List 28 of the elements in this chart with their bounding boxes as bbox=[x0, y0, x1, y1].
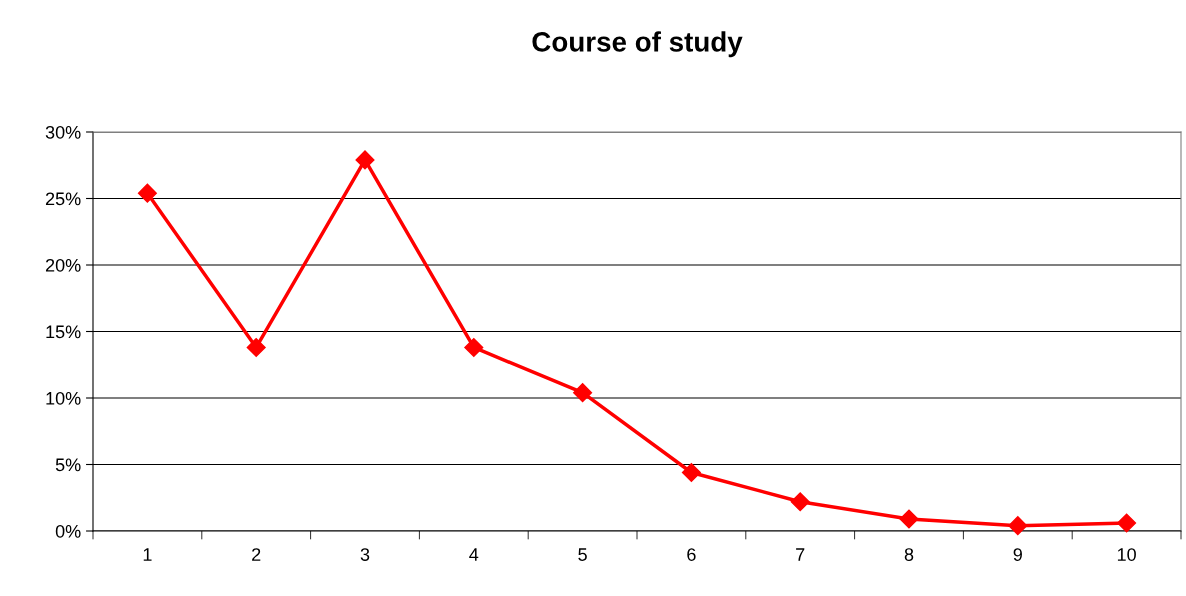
point bbox=[790, 492, 810, 512]
x-tick-label: 7 bbox=[796, 548, 805, 561]
point bbox=[1008, 516, 1028, 536]
y-tick-label: 30% bbox=[45, 125, 81, 139]
y-tick-label: 0% bbox=[55, 524, 81, 538]
x-tick-label: 9 bbox=[1013, 548, 1022, 561]
point bbox=[137, 183, 157, 203]
y-tick-label: 15% bbox=[46, 325, 81, 339]
x-tick-label: 2 bbox=[252, 548, 261, 561]
point bbox=[464, 337, 484, 357]
y-tick-label: 20% bbox=[45, 258, 81, 272]
x-tick-label: 10 bbox=[1117, 548, 1136, 561]
chart-title: Course of study bbox=[532, 31, 743, 58]
point bbox=[899, 509, 919, 529]
x-tick-label: 8 bbox=[904, 548, 914, 561]
x-tick-label: 6 bbox=[687, 548, 696, 561]
point bbox=[246, 337, 266, 357]
point bbox=[681, 462, 701, 483]
x-tick-label: 5 bbox=[578, 548, 587, 561]
y-tick-label: 10% bbox=[46, 391, 81, 405]
x-tick-label: 3 bbox=[360, 548, 370, 561]
point bbox=[355, 150, 375, 170]
y-tick-label: 5% bbox=[55, 458, 81, 472]
point bbox=[1117, 513, 1137, 533]
y-tick-label: 25% bbox=[45, 192, 81, 206]
x-tick-label: 1 bbox=[143, 548, 152, 561]
x-tick-label: 4 bbox=[469, 548, 479, 561]
point bbox=[573, 383, 593, 403]
